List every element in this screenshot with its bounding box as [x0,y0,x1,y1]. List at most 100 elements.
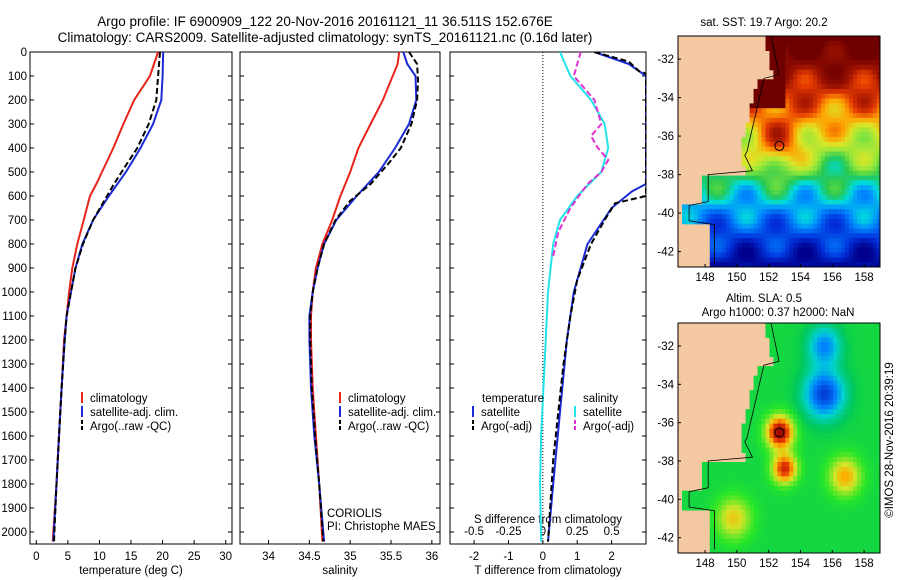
map-cell [845,380,850,386]
map-cell [765,223,771,230]
map-cell [821,500,826,506]
map-cell [785,113,790,119]
map-cell [872,428,878,434]
map-cell [845,161,850,167]
map-cell [761,457,767,463]
map-cell [837,351,842,358]
map-cell [733,529,739,535]
map-cell [849,170,854,177]
shelf-contour [688,323,780,550]
map-cell [872,69,878,76]
map-cell [785,146,790,153]
map-cell [833,209,838,215]
map-cell [797,476,802,482]
map-cell [773,214,778,220]
map-cell [717,485,723,492]
map-cell [709,262,715,267]
map-cell [725,514,731,521]
map-cell [769,141,775,148]
map-cell [825,151,830,157]
map-cell [709,257,715,263]
map-cell [717,548,723,553]
map-cell [821,161,826,167]
map-cell [805,161,810,167]
map-cell [805,141,810,148]
map-cell [825,442,830,449]
map-cell [805,462,810,468]
map-cell [813,98,818,104]
map-cell [741,519,747,525]
map-cell [773,161,778,167]
map-cell [773,462,778,468]
map-cell [765,228,771,234]
map-cell [872,414,878,420]
x-tick-label: 30 [219,551,232,563]
map-cell [745,204,751,210]
map-cell [805,485,810,492]
sla-map-title: Altim. SLA: 0.5 [726,293,802,305]
map-cell [797,433,802,439]
map-cell [845,351,850,358]
map-cell [789,233,794,239]
map-cell [805,495,810,501]
map-cell [805,351,810,358]
map-cell [833,55,838,61]
map-cell [825,93,830,100]
map-cell [813,351,818,358]
map-cell [821,327,826,334]
map-cell [785,462,790,468]
map-cell [781,442,786,449]
map-cell [781,423,786,429]
map-cell [868,519,874,525]
map-cell [777,423,782,429]
map-cell [713,476,719,482]
map-cell [801,462,806,468]
map-cell [864,40,870,47]
map-cell [849,447,854,453]
map-cell [729,218,735,225]
map-cell [721,529,727,535]
map-cell [845,262,850,267]
map-cell [773,165,778,172]
map-cell [765,390,771,396]
map-cell [805,375,810,382]
map-cell [809,519,814,525]
map-cell [781,519,786,525]
depth-tick-label: 500 [8,167,27,179]
map-cell [849,45,854,51]
map-cell [868,375,874,382]
map-cell [805,88,810,95]
map-cell [805,127,810,133]
map-cell [849,327,854,334]
map-cell [777,170,782,177]
depth-tick-label: 0 [21,47,27,59]
sst-map-content [678,36,880,267]
map-cell [793,351,798,358]
map-cell [849,165,854,172]
map-cell [761,366,767,372]
map-cell [876,323,880,329]
map-cell [856,88,862,95]
map-cell [833,175,838,181]
map-cell [825,84,830,90]
map-cell [872,538,878,544]
map-cell [829,323,834,329]
map-cell [841,156,846,162]
map-cell [797,399,802,406]
map-cell [761,399,767,406]
map-cell [876,74,880,80]
map-cell [833,509,838,516]
map-cell [789,156,794,162]
map-cell [737,509,743,516]
map-cell [849,351,854,358]
map-cell [825,214,830,220]
map-cell [860,199,866,205]
map-cell [789,127,794,133]
map-cell [725,481,731,487]
map-cell [817,452,822,458]
map-cell [757,394,763,401]
map-cell [825,409,830,415]
map-cell [745,533,751,540]
map-cell [868,538,874,544]
map-cell [849,481,854,487]
